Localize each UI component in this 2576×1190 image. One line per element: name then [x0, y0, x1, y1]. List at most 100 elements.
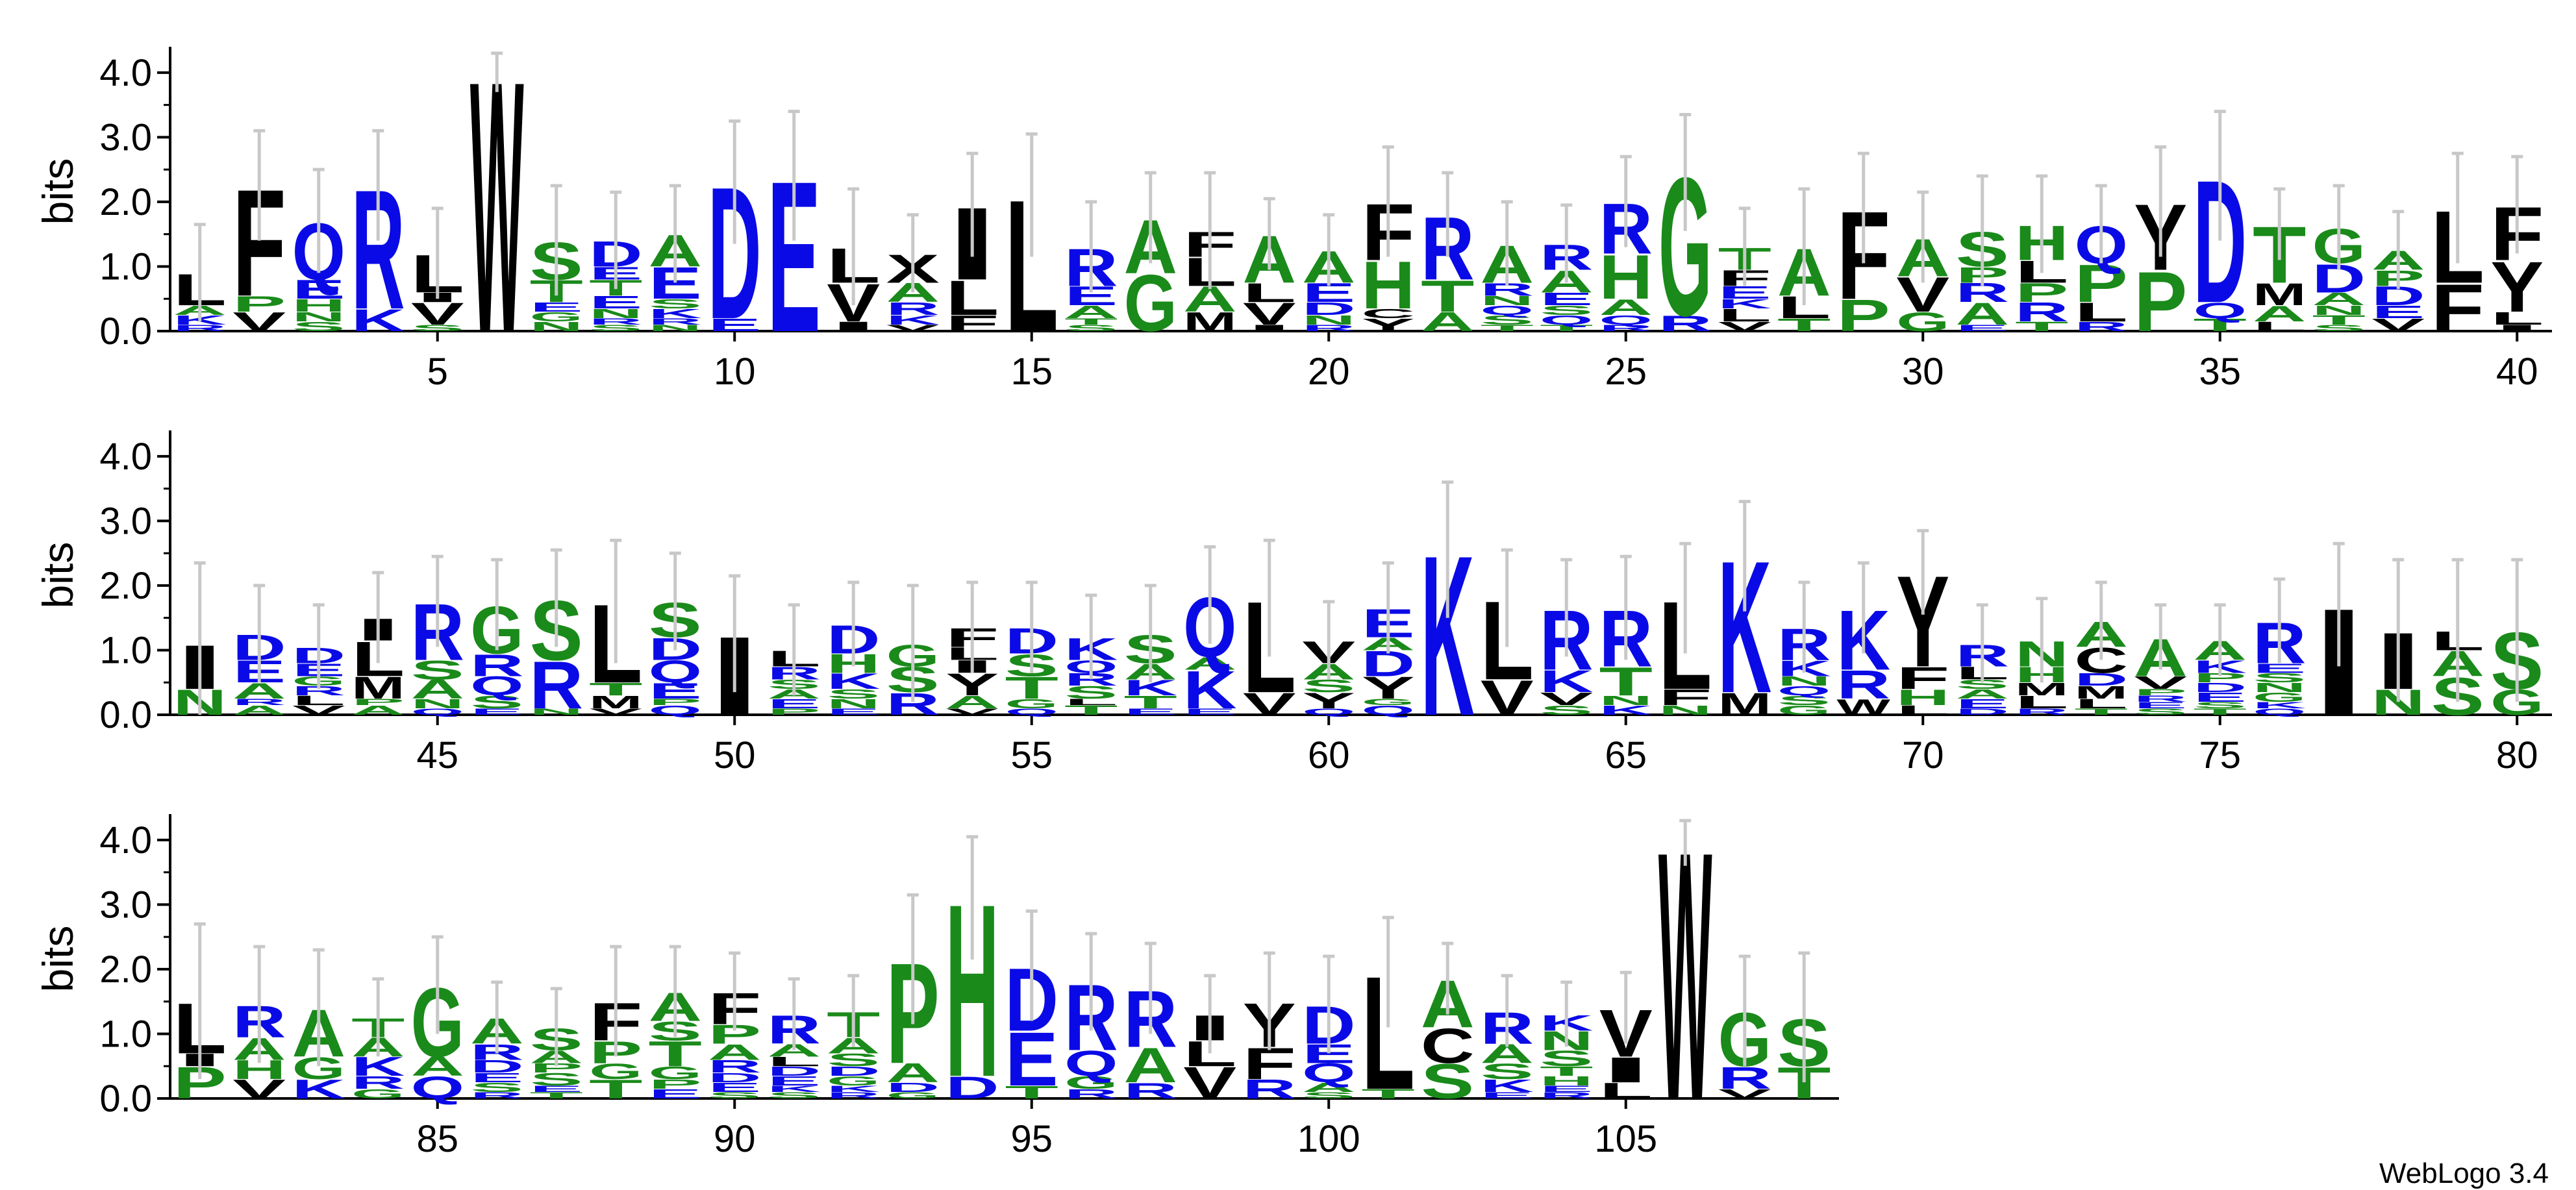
- residue-R-pos-26: R: [1658, 311, 1712, 336]
- residue-K-pos-27: K: [1718, 297, 1771, 312]
- logo-stack-94: DH: [945, 835, 999, 1128]
- x-tick-label: 80: [2496, 734, 2538, 776]
- residue-S-pos-24: S: [1540, 303, 1593, 317]
- residue-A-pos-42: A: [232, 678, 286, 703]
- logo-stack-72: RLMHN: [2015, 597, 2069, 717]
- residue-T-pos-48: T: [589, 679, 642, 699]
- residue-R-pos-97: R: [1123, 1078, 1177, 1103]
- residue-S-pos-100: S: [1302, 1091, 1355, 1100]
- residue-Q-pos-23: Q: [1481, 303, 1534, 318]
- residue-R-pos-107: R: [1718, 1061, 1771, 1096]
- residue-E-pos-3: E: [292, 275, 345, 304]
- residue-E-pos-57: E: [1124, 707, 1177, 717]
- residue-H-pos-25: H: [1599, 242, 1653, 312]
- residue-Q-pos-46: Q: [470, 671, 523, 701]
- residue-I-pos-19: I: [1243, 323, 1296, 333]
- residue-S-pos-102: S: [1421, 1054, 1474, 1109]
- residue-A-pos-85: A: [410, 1052, 464, 1082]
- residue-V-pos-74: V: [2134, 673, 2187, 693]
- residue-M-pos-18: M: [1183, 307, 1237, 337]
- residue-P-pos-2: P: [232, 291, 286, 317]
- residue-D-pos-20: D: [1302, 299, 1356, 319]
- residue-M-pos-67: M: [1718, 686, 1771, 722]
- residue-E-pos-46: E: [470, 707, 523, 717]
- x-tick-label: 10: [714, 351, 756, 393]
- residue-D-pos-92: D: [827, 1064, 881, 1079]
- residue-T-pos-57: T: [1124, 692, 1177, 712]
- residue-S-pos-37: S: [2312, 323, 2366, 333]
- logo-stack-68: GSQNKR: [1777, 580, 1831, 718]
- residue-K-pos-13: K: [886, 313, 940, 328]
- residue-R-pos-1: R: [173, 323, 227, 333]
- residue-S-pos-76: S: [2253, 670, 2306, 685]
- logo-stack-97: RAR: [1123, 941, 1177, 1103]
- residue-G-pos-88: G: [589, 1059, 642, 1084]
- logo-stack-4: KR: [351, 129, 405, 345]
- residue-E-pos-58: E: [1183, 707, 1236, 717]
- residue-Y-pos-40: Y: [2490, 247, 2544, 327]
- residue-M-pos-44: M: [351, 670, 405, 706]
- residue-S-pos-3: S: [292, 319, 345, 334]
- residue-T-pos-88: T: [589, 1074, 642, 1104]
- residue-R-pos-33: R: [2074, 319, 2128, 334]
- residue-S-pos-104: S: [1540, 1046, 1593, 1071]
- residue-G-pos-30: G: [1896, 306, 1949, 337]
- logo-stack-41: NI: [173, 561, 227, 723]
- residue-Q-pos-24: Q: [1540, 313, 1593, 328]
- residue-P-pos-75: P: [2194, 670, 2247, 685]
- residue-Q-pos-55: Q: [1005, 707, 1058, 717]
- logo-stack-2: VPF: [232, 129, 286, 337]
- residue-A-pos-54: A: [945, 692, 999, 712]
- residue-D-pos-94: D: [945, 1070, 999, 1105]
- x-tick-label: 95: [1010, 1118, 1053, 1160]
- residue-T-pos-95: T: [1005, 1082, 1058, 1102]
- residue-Q-pos-61: Q: [1362, 702, 1415, 717]
- residue-E-pos-8: E: [589, 292, 642, 312]
- residue-N-pos-20: N: [1302, 313, 1356, 328]
- logo-stack-83: KGA: [292, 948, 345, 1104]
- residue-V-pos-48: V: [589, 707, 642, 717]
- residue-A-pos-100: A: [1302, 1080, 1356, 1095]
- residue-A-pos-37: A: [2312, 289, 2366, 309]
- x-tick-label: 75: [2199, 734, 2241, 776]
- residue-D-pos-73: D: [2074, 669, 2128, 689]
- residue-S-pos-23: S: [1481, 312, 1534, 327]
- residue-R-pos-96: R: [1064, 1087, 1118, 1102]
- residue-T-pos-73: T: [2075, 707, 2128, 717]
- y-tick-label: 1.0: [99, 1013, 152, 1055]
- residue-P-pos-44: P: [351, 697, 405, 707]
- logo-stack-95: TED: [1005, 909, 1058, 1102]
- residue-S-pos-46: S: [470, 692, 523, 712]
- residue-K-pos-92: K: [827, 1084, 881, 1094]
- x-tick-label: 15: [1010, 351, 1053, 393]
- residue-E-pos-51: E: [768, 696, 821, 711]
- residue-R-pos-46: R: [470, 648, 524, 683]
- residue-S-pos-9: S: [649, 296, 702, 311]
- residue-L-pos-105: L: [1599, 1078, 1653, 1104]
- logo-stack-15: L: [1005, 132, 1058, 371]
- residue-I-pos-105: I: [1599, 1050, 1653, 1090]
- x-tick-label: 90: [714, 1118, 756, 1160]
- residue-T-pos-56: T: [1064, 703, 1118, 718]
- logo-stack-104: REHTSNK: [1540, 980, 1594, 1100]
- residue-N-pos-47: N: [529, 707, 583, 717]
- logo-stack-57: ETKAS: [1123, 584, 1177, 717]
- residue-Y-pos-61: Y: [1362, 670, 1415, 705]
- residue-N-pos-68: N: [1777, 674, 1831, 689]
- residue-R-pos-20: R: [1302, 323, 1356, 333]
- residue-P-pos-32: P: [2015, 278, 2068, 308]
- residue-S-pos-87: S: [530, 1069, 583, 1089]
- y-axis-title: bits: [34, 926, 82, 993]
